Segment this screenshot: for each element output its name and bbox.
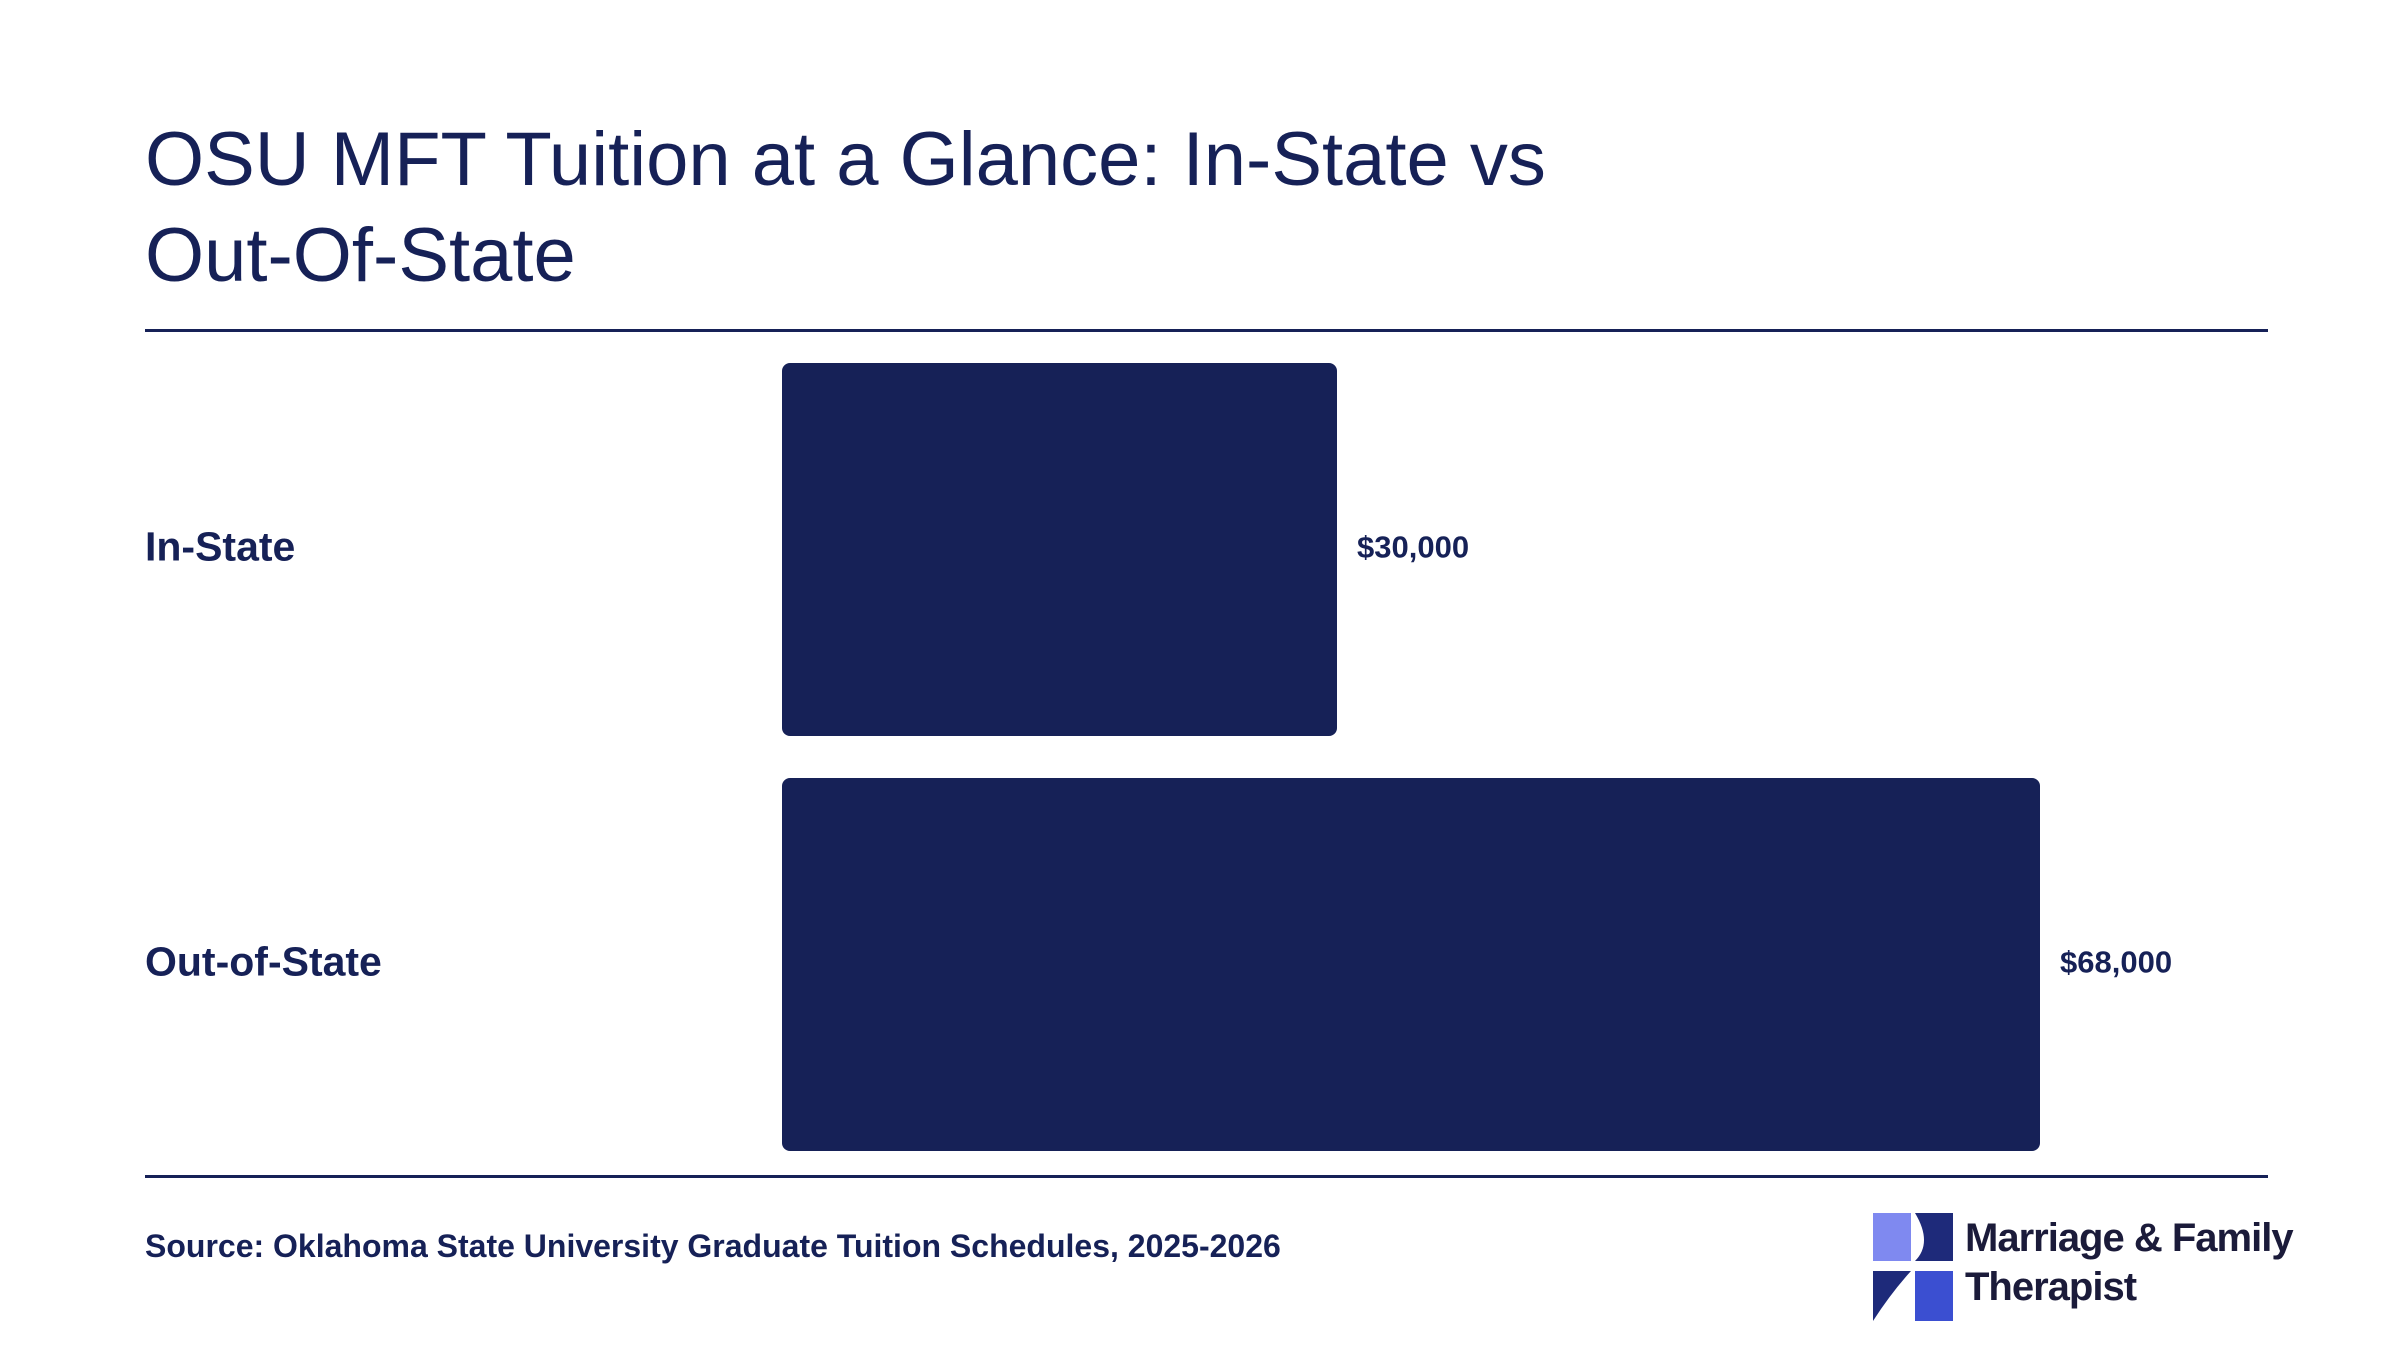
logo-line-1: Marriage & Family	[1965, 1216, 2294, 1260]
logo-petal-bottom-left	[1873, 1271, 1911, 1321]
brand-logo: Marriage & Family Therapist	[1873, 1210, 2294, 1322]
bar-out-of-state	[782, 778, 2040, 1151]
chart-title: OSU MFT Tuition at a Glance: In-State vs…	[145, 117, 1546, 298]
value-label-in-state: $30,000	[1357, 530, 1469, 565]
pinwheel-logo-icon	[1873, 1213, 1953, 1321]
source-note: Source: Oklahoma State University Gradua…	[145, 1228, 1281, 1264]
bottom-divider	[145, 1175, 2268, 1178]
value-label-out-of-state: $68,000	[2060, 945, 2172, 980]
bar-in-state	[782, 363, 1337, 736]
category-label-in-state: In-State	[145, 523, 295, 569]
logo-petal-bottom-right	[1915, 1271, 1953, 1321]
logo-petal-top-right	[1915, 1213, 1953, 1261]
logo-petal-top-left	[1873, 1213, 1911, 1261]
logo-wordmark: Marriage & Family Therapist	[1965, 1214, 2294, 1312]
logo-line-2: Therapist	[1965, 1265, 2137, 1309]
category-label-out-of-state: Out-of-State	[145, 938, 382, 984]
top-divider	[145, 329, 2268, 332]
